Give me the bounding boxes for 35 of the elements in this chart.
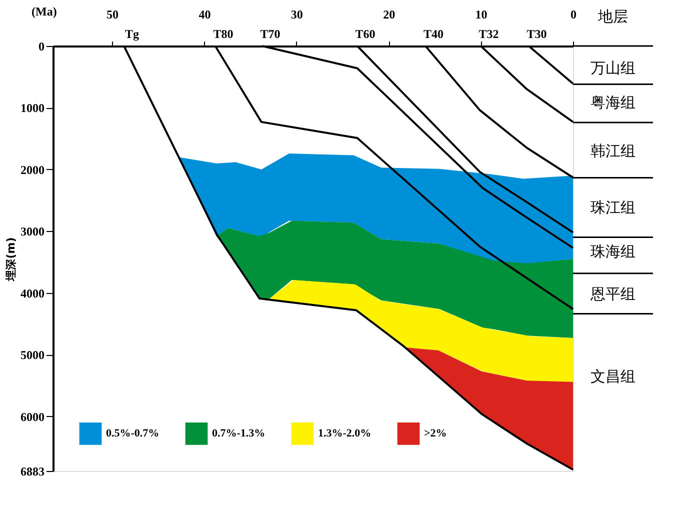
annotation: T60 xyxy=(355,27,376,41)
y-tick-label: 2000 xyxy=(20,162,44,177)
x-tick-label: 0 xyxy=(570,8,576,22)
y-tick-label: 3000 xyxy=(20,224,44,239)
annotation: T80 xyxy=(213,27,234,41)
text: 恩平组 xyxy=(590,285,636,304)
y-tick-label: 5000 xyxy=(20,348,44,362)
y-tick-label: 6000 xyxy=(20,410,44,424)
y-tick-label: 6883 xyxy=(20,464,44,478)
y-tick-label: 4000 xyxy=(20,286,44,300)
text: 珠江组 xyxy=(590,198,636,216)
annotation: T40 xyxy=(423,27,444,41)
text: 粤海组 xyxy=(590,94,636,112)
annotation: T30 xyxy=(526,27,547,41)
text: 韩江组 xyxy=(590,142,636,160)
text: 珠海组 xyxy=(590,242,636,261)
annotation: T70 xyxy=(260,27,280,41)
x-tick-label: 50 xyxy=(106,8,119,22)
annotation: T32 xyxy=(478,27,499,41)
legend-label: >2% xyxy=(424,428,447,440)
y-tick-label: 1000 xyxy=(20,101,44,116)
legend-label: 0.7%-1.3% xyxy=(212,428,266,440)
legend-label: 1.3%-2.0% xyxy=(318,428,372,440)
annotation: Tg xyxy=(124,27,139,41)
x-tick-label: 10 xyxy=(475,8,488,22)
x-tick-label: 40 xyxy=(198,8,211,22)
y-tick-label: 0 xyxy=(38,40,44,54)
legend-label: 0.5%-0.7% xyxy=(106,428,160,440)
x-tick-label: 30 xyxy=(290,8,303,22)
y-axis-title: 埋深(m) xyxy=(4,237,18,282)
x-tick-label: 20 xyxy=(383,8,396,22)
text: 万山组 xyxy=(590,59,636,78)
x-axis-title: (Ma) xyxy=(32,4,57,18)
text: 地层 xyxy=(597,7,628,26)
text: 文昌组 xyxy=(590,368,636,386)
